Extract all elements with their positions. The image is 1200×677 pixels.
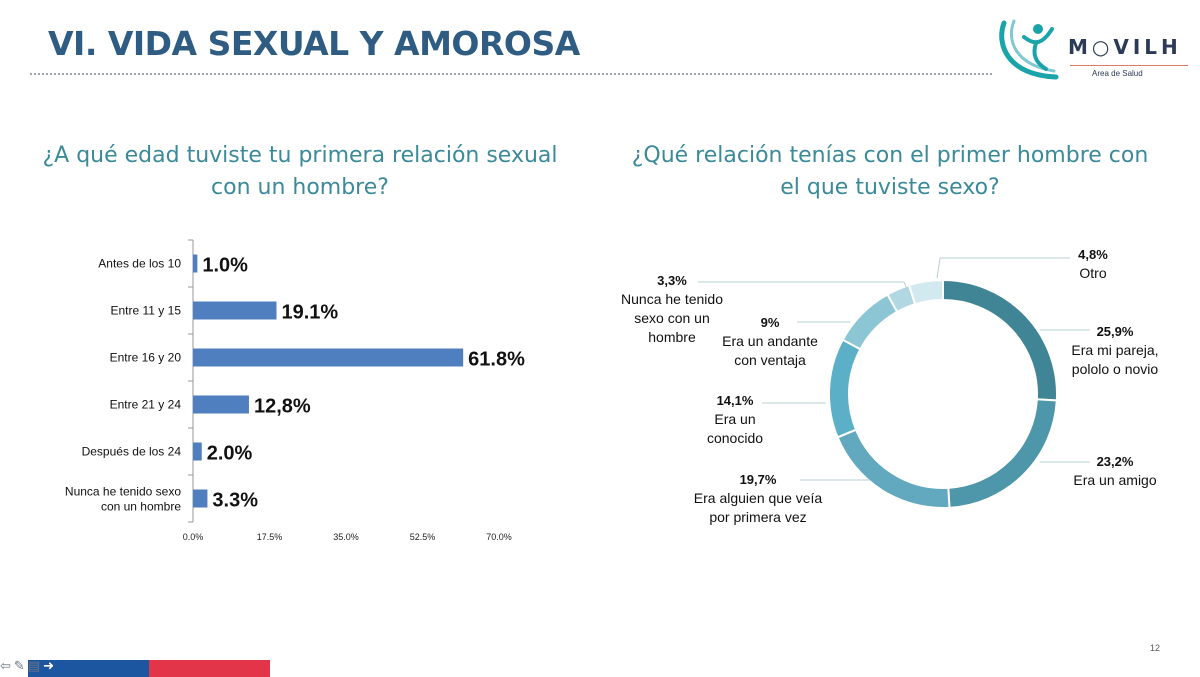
page-number: 12 [1150, 643, 1161, 653]
slice-percent-label: 23,2% [1097, 454, 1134, 469]
bar-value-label: 61.8% [468, 349, 525, 371]
slice-percent-label: 9% [761, 315, 780, 330]
slice-category-label: Era un amigo [1073, 472, 1156, 488]
leader-line [936, 257, 941, 279]
x-tick-label: 52.5% [410, 532, 436, 542]
x-tick-label: 17.5% [257, 532, 283, 542]
donut-slice [836, 428, 951, 509]
slice-category-label: Era mi pareja, [1071, 342, 1158, 358]
x-tick-label: 35.0% [333, 532, 359, 542]
slice-percent-label: 14,1% [717, 393, 754, 408]
donut-slice [828, 338, 862, 439]
pen-icon[interactable]: ✎ [13, 659, 25, 674]
slice-category-label: pololo o novio [1072, 361, 1159, 377]
bar-value-label: 12,8% [254, 396, 311, 418]
category-label: Nunca he tenido sexo con un hombre [65, 485, 181, 514]
category-label: Entre 16 y 20 [110, 351, 182, 365]
donut-chart-question: ¿Qué relación tenías con el primer hombr… [631, 143, 1149, 200]
x-tick-label: 70.0% [486, 532, 512, 542]
bar [193, 395, 249, 414]
title-divider [30, 73, 992, 75]
bar [193, 301, 277, 320]
slice-percent-label: 19,7% [740, 472, 777, 487]
donut-slice [942, 278, 1058, 402]
slide-title: VI. VIDA SEXUAL Y AMOROSA [48, 24, 580, 63]
logo-underline [1070, 65, 1188, 66]
leader-line [903, 281, 909, 293]
forward-arrow-icon[interactable]: ➜ [43, 659, 55, 674]
bar-value-label: 2.0% [207, 443, 253, 465]
slice-category-label: hombre [648, 329, 696, 345]
logo-swoosh-icon [999, 20, 1059, 80]
donut-slice [907, 278, 944, 306]
category-label: Antes de los 10 [98, 257, 181, 271]
bar [193, 348, 464, 367]
slide-nav-controls: ⇦ ✎ ▤ ➜ [0, 658, 54, 676]
slice-category-label: por primera vez [709, 509, 806, 525]
slice-category-label: conocido [707, 430, 763, 446]
logo-name: M○VILH [1068, 35, 1182, 59]
bar-value-label: 3.3% [212, 490, 258, 512]
donut-slice [841, 293, 899, 351]
bar-chart-question: ¿A qué edad tuviste tu primera relación … [42, 143, 558, 200]
bar [193, 489, 208, 508]
slice-category-label: Era alguien que veía [694, 490, 823, 506]
donut-slice [947, 398, 1058, 509]
movilh-logo [999, 19, 1059, 80]
category-label: Entre 11 y 15 [111, 304, 182, 318]
slice-category-label: Nunca he tenido [621, 291, 723, 307]
bar [193, 442, 202, 461]
slice-category-label: Otro [1079, 265, 1106, 281]
x-tick-label: 0.0% [183, 532, 204, 542]
menu-icon[interactable]: ▤ [27, 659, 41, 674]
category-label: Entre 21 y 24 [110, 398, 182, 412]
slice-category-label: Era un [714, 411, 755, 427]
bar-value-label: 1.0% [202, 255, 248, 277]
back-arrow-icon[interactable]: ⇦ [0, 659, 11, 674]
slice-category-label: sexo con un [634, 310, 710, 326]
bottom-bar-blue [28, 660, 149, 677]
slice-category-label: Era un andante [722, 333, 818, 349]
slice-percent-label: 4,8% [1078, 247, 1108, 262]
bar [193, 254, 198, 273]
bar-value-label: 19.1% [281, 302, 338, 324]
bottom-bar-red [149, 660, 270, 677]
slice-percent-label: 3,3% [657, 273, 687, 288]
slice-category-label: con ventaja [734, 352, 806, 368]
category-label: Después de los 24 [82, 445, 182, 459]
slice-percent-label: 25,9% [1097, 324, 1134, 339]
logo-subtitle: Area de Salud [1092, 69, 1143, 78]
